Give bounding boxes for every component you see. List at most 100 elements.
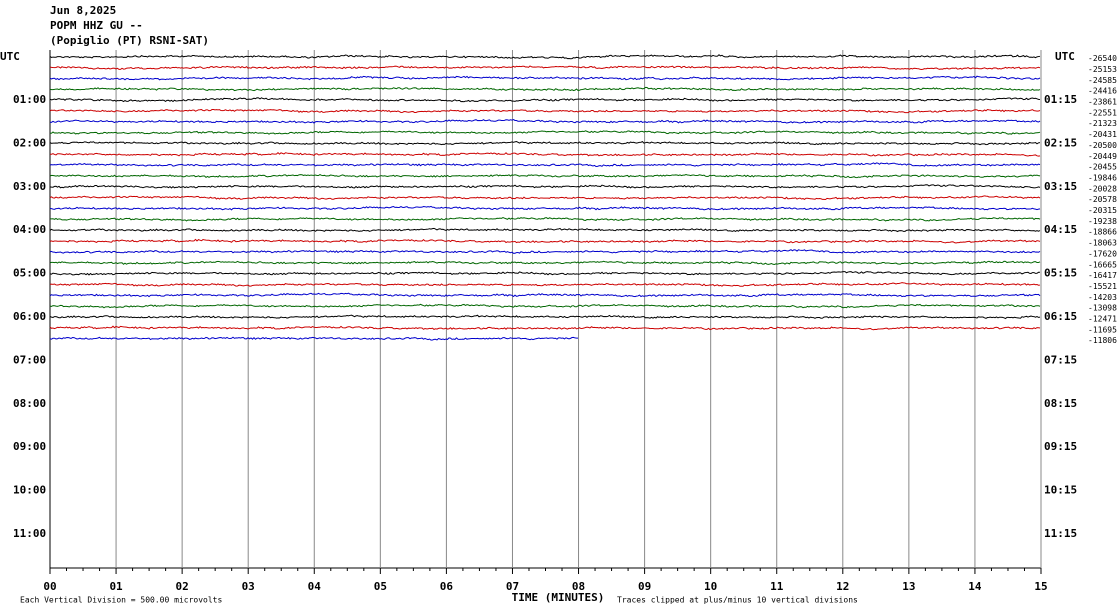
trace — [49, 205, 1041, 211]
trace — [49, 282, 1041, 287]
right-time-label: 09:15 — [1044, 440, 1077, 453]
right-time-label: 08:15 — [1044, 397, 1077, 410]
trace-offset-label: -18063 — [1088, 239, 1117, 248]
trace-offset-label: -16417 — [1088, 271, 1117, 280]
trace — [49, 238, 1041, 244]
trace — [49, 271, 1041, 276]
x-axis-title: TIME (MINUTES) — [512, 591, 605, 604]
scale-note: Each Vertical Division = 500.00 microvol… — [20, 596, 222, 605]
trace — [49, 86, 1041, 92]
trace-offset-label: -20315 — [1088, 206, 1117, 215]
trace — [49, 184, 1041, 189]
x-tick-label: 03 — [242, 580, 255, 593]
trace — [49, 227, 1041, 233]
right-time-label: 01:15 — [1044, 93, 1077, 106]
x-tick-label: 05 — [374, 580, 387, 593]
left-time-label: 08:00 — [13, 397, 46, 410]
left-time-label: 01:00 — [13, 93, 46, 106]
left-time-label: 02:00 — [13, 136, 46, 149]
right-time-label: 04:15 — [1044, 223, 1077, 236]
trace — [49, 249, 1041, 254]
trace-offset-label: -16665 — [1088, 260, 1117, 269]
trace — [49, 162, 1041, 168]
left-time-label: 07:00 — [13, 353, 46, 366]
trace — [49, 303, 1041, 309]
trace — [49, 173, 1041, 179]
x-tick-label: 09 — [638, 580, 651, 593]
trace-offset-label: -21323 — [1088, 119, 1117, 128]
trace — [49, 108, 1041, 114]
left-time-label: 06:00 — [13, 310, 46, 323]
trace — [49, 75, 1041, 81]
trace-offset-label: -17620 — [1088, 249, 1117, 258]
trace-offset-label: -20449 — [1088, 152, 1117, 161]
left-time-label: 05:00 — [13, 267, 46, 280]
trace-offset-label: -18866 — [1088, 228, 1117, 237]
x-tick-label: 13 — [902, 580, 915, 593]
right-time-label: 05:15 — [1044, 267, 1077, 280]
x-tick-label: 08 — [572, 580, 585, 593]
trace-offset-label: -24585 — [1088, 76, 1117, 85]
trace-offset-label: -13098 — [1088, 304, 1117, 313]
x-tick-label: 11 — [770, 580, 784, 593]
date: Jun 8,2025 — [50, 4, 116, 17]
trace — [49, 65, 1041, 70]
x-tick-label: 06 — [440, 580, 454, 593]
trace-offset-label: -11695 — [1088, 325, 1117, 334]
x-tick-label: 04 — [308, 580, 322, 593]
left-time-label: 03:00 — [13, 180, 46, 193]
trace-offset-label: -12471 — [1088, 315, 1117, 324]
x-tick-label: 10 — [704, 580, 717, 593]
trace — [49, 217, 1041, 222]
left-time-label: 10:00 — [13, 484, 46, 497]
x-tick-label: 02 — [176, 580, 189, 593]
trace — [49, 325, 1041, 331]
right-axis-title: UTC — [1055, 50, 1075, 63]
x-tick-label: 12 — [836, 580, 849, 593]
x-tick-label: 15 — [1034, 580, 1047, 593]
location: (Popiglio (PT) RSNI-SAT) — [50, 34, 209, 47]
trace-offset-label: -20028 — [1088, 184, 1117, 193]
trace-offset-label: -15521 — [1088, 282, 1117, 291]
trace-offset-label: -19846 — [1088, 173, 1117, 182]
trace — [49, 292, 1041, 298]
right-time-label: 03:15 — [1044, 180, 1077, 193]
trace — [49, 130, 1041, 135]
trace — [49, 54, 1041, 60]
trace — [49, 119, 1041, 124]
right-time-label: 06:15 — [1044, 310, 1077, 323]
trace — [49, 141, 1041, 146]
right-time-label: 02:15 — [1044, 136, 1077, 149]
x-tick-label: 01 — [109, 580, 123, 593]
trace-offset-label: -26540 — [1088, 54, 1117, 63]
x-tick-label: 00 — [43, 580, 56, 593]
x-tick-label: 07 — [506, 580, 519, 593]
right-time-label: 11:15 — [1044, 527, 1077, 540]
x-tick-label: 14 — [968, 580, 982, 593]
trace — [49, 314, 1041, 320]
station: POPM HHZ GU -- — [50, 19, 143, 32]
trace-offset-label: -11806 — [1088, 336, 1117, 345]
trace-offset-label: -20578 — [1088, 195, 1117, 204]
left-time-label: 09:00 — [13, 440, 46, 453]
clip-note: Traces clipped at plus/minus 10 vertical… — [617, 596, 858, 605]
trace-offset-label: -24416 — [1088, 87, 1117, 96]
trace-offset-label: -14203 — [1088, 293, 1117, 302]
trace — [49, 97, 1041, 103]
trace-offset-label: -20455 — [1088, 163, 1117, 172]
trace — [49, 151, 1041, 157]
trace — [49, 336, 579, 341]
left-axis-title: UTC — [0, 50, 20, 63]
trace-offset-label: -22551 — [1088, 108, 1117, 117]
right-time-label: 07:15 — [1044, 353, 1077, 366]
trace — [49, 260, 1041, 265]
trace-offset-label: -19238 — [1088, 217, 1117, 226]
trace-offset-label: -20431 — [1088, 130, 1117, 139]
left-time-label: 04:00 — [13, 223, 46, 236]
trace-offset-label: -25153 — [1088, 65, 1117, 74]
trace-offset-label: -20500 — [1088, 141, 1117, 150]
left-time-label: 11:00 — [13, 527, 46, 540]
trace — [49, 195, 1041, 200]
trace-offset-label: -23861 — [1088, 98, 1117, 107]
